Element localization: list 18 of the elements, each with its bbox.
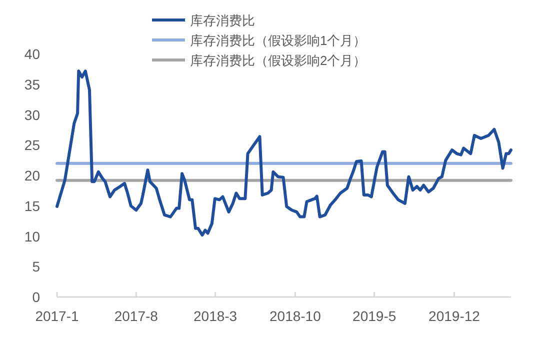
legend-label: 库存消费比（假设影响2个月） bbox=[190, 53, 366, 68]
y-tick-label: 5 bbox=[32, 258, 40, 275]
y-tick-label: 15 bbox=[24, 198, 40, 214]
y-tick-label: 20 bbox=[24, 168, 40, 184]
y-tick-label: 0 bbox=[32, 289, 40, 305]
x-tick-label: 2017-1 bbox=[35, 308, 80, 324]
y-tick-label: 35 bbox=[24, 76, 40, 92]
y-tick-label: 25 bbox=[24, 137, 40, 154]
legend-label: 库存消费比 bbox=[190, 13, 255, 28]
y-tick-label: 30 bbox=[24, 106, 40, 123]
x-tick-label: 2018-10 bbox=[270, 308, 322, 324]
x-tick-label: 2019-12 bbox=[428, 308, 480, 324]
x-tick-label: 2017-8 bbox=[114, 308, 158, 324]
y-tick-label: 10 bbox=[24, 228, 40, 244]
y-tick-label: 40 bbox=[24, 46, 40, 62]
x-tick-label: 2019-5 bbox=[352, 308, 396, 324]
legend-label: 库存消费比（假设影响1个月） bbox=[190, 33, 366, 48]
x-tick-label: 2018-3 bbox=[194, 308, 238, 324]
